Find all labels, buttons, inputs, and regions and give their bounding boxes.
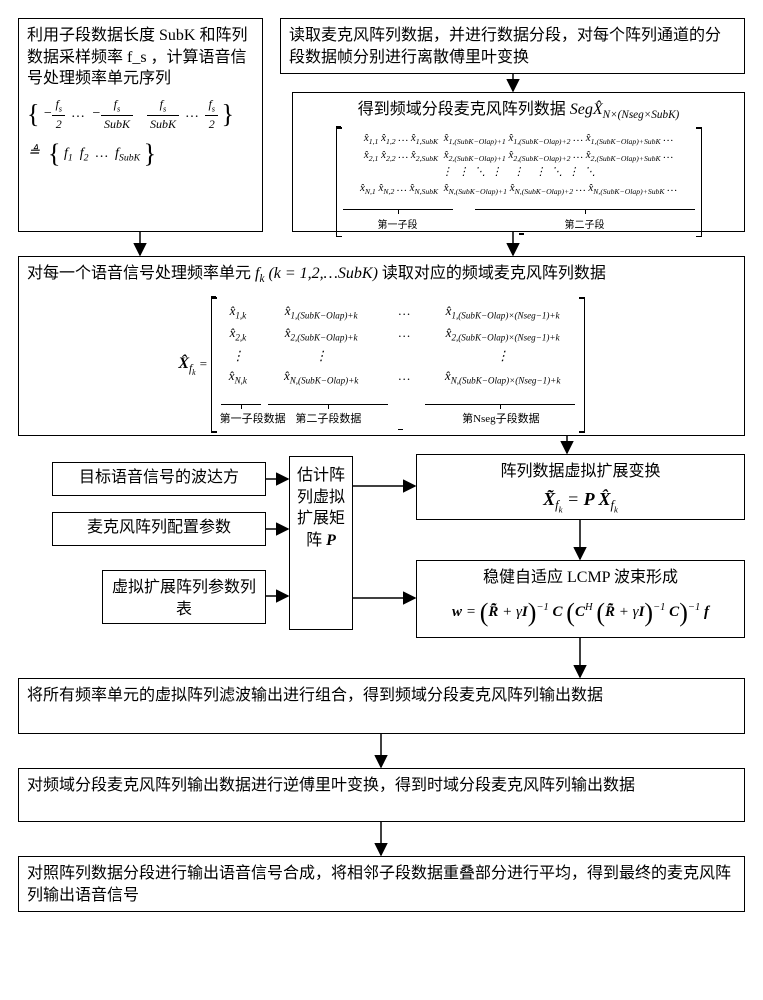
box-combine-outputs: 将所有频率单元的虚拟阵列滤波输出进行组合，得到频域分段麦克风阵列输出数据 bbox=[18, 678, 745, 734]
flowchart: 利用子段数据长度 SubK 和阵列数据采样频率 f_s ，计算语音信号处理频率单… bbox=[18, 18, 745, 982]
box-read-mic-array: 读取麦克风阵列数据，并进行数据分段，对每个阵列通道的分段数据帧分别进行离散傅里叶… bbox=[280, 18, 745, 74]
b12-text: 对频域分段麦克风阵列输出数据进行逆傅里叶变换，得到时域分段麦克风阵列输出数据 bbox=[27, 777, 635, 794]
b3-title: 得到频域分段麦克风阵列数据 SegX̂N×(Nseg×SubK) bbox=[301, 99, 736, 123]
b6-text: 麦克风阵列配置参数 bbox=[87, 519, 231, 536]
b9-formula: X̃fk = P X̂fk bbox=[425, 487, 736, 517]
box-read-freq-cell-data: 对每一个语音信号处理频率单元 fk (k = 1,2,…SubK) 读取对应的频… bbox=[18, 256, 745, 436]
b1-text: 利用子段数据长度 SubK 和阵列数据采样频率 f_s ，计算语音信号处理频率单… bbox=[27, 27, 247, 87]
b2-text: 读取麦克风阵列数据，并进行数据分段，对每个阵列通道的分段数据帧分别进行离散傅里叶… bbox=[289, 27, 721, 66]
box-virtual-transform: 阵列数据虚拟扩展变换 X̃fk = P X̂fk bbox=[416, 454, 745, 520]
b8-text: 估计阵列虚拟扩展矩阵 P bbox=[294, 465, 348, 551]
b10-formula: w = (R̂̃ + γI)−1 C (CH (R̂̃ + γI)−1 C)−1… bbox=[425, 595, 736, 630]
b4-matrix: X̂fk = x̂1,k x̂1,(SubK−Olap)+k … x̂1,(Su… bbox=[27, 297, 736, 433]
b4-text: 对每一个语音信号处理频率单元 fk (k = 1,2,…SubK) 读取对应的频… bbox=[27, 263, 736, 287]
box-estimate-P: 估计阵列虚拟扩展矩阵 P bbox=[289, 456, 353, 630]
box-freq-segmented-data: 得到频域分段麦克风阵列数据 SegX̂N×(Nseg×SubK) x̂1,1 x… bbox=[292, 92, 745, 232]
b11-text: 将所有频率单元的虚拟阵列滤波输出进行组合，得到频域分段麦克风阵列输出数据 bbox=[27, 687, 603, 704]
box-ifft: 对频域分段麦克风阵列输出数据进行逆傅里叶变换，得到时域分段麦克风阵列输出数据 bbox=[18, 768, 745, 822]
b10-text: 稳健自适应 LCMP 波束形成 bbox=[425, 567, 736, 589]
b5-text: 目标语音信号的波达方 bbox=[79, 469, 239, 486]
box-synthesis: 对照阵列数据分段进行输出语音信号合成，将相邻子段数据重叠部分进行平均，得到最终的… bbox=[18, 856, 745, 912]
b7-text: 虚拟扩展阵列参数列表 bbox=[112, 579, 256, 618]
box-compute-frequency-cells: 利用子段数据长度 SubK 和阵列数据采样频率 f_s ，计算语音信号处理频率单… bbox=[18, 18, 263, 232]
box-doa: 目标语音信号的波达方 bbox=[52, 462, 266, 496]
b1-formula: { −fs2 … −fsSubK fsSubK … fs2 } ≜ { f1 f… bbox=[27, 96, 254, 171]
box-lcmp-beamform: 稳健自适应 LCMP 波束形成 w = (R̂̃ + γI)−1 C (CH (… bbox=[416, 560, 745, 638]
b13-text: 对照阵列数据分段进行输出语音信号合成，将相邻子段数据重叠部分进行平均，得到最终的… bbox=[27, 865, 731, 904]
box-mic-config: 麦克风阵列配置参数 bbox=[52, 512, 266, 546]
b9-text: 阵列数据虚拟扩展变换 bbox=[425, 461, 736, 483]
b3-matrix: x̂1,1 x̂1,2 … x̂1,SubK x̂1,(SubK−Olap)+1… bbox=[301, 127, 736, 237]
box-virtual-params: 虚拟扩展阵列参数列表 bbox=[102, 570, 266, 624]
